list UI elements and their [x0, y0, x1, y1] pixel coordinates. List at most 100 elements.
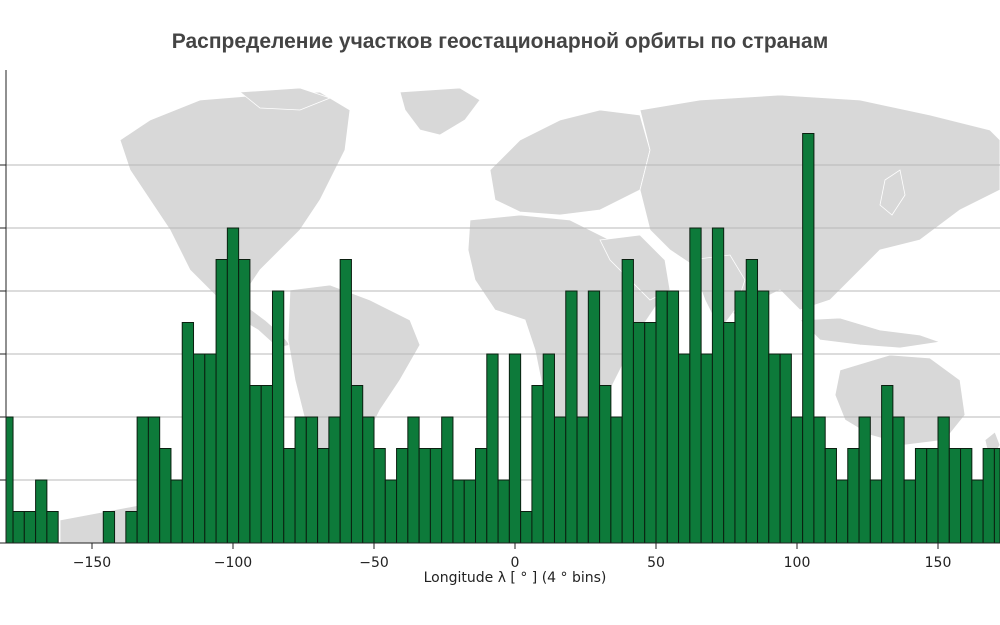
- bar: [587, 290, 601, 544]
- bar: [215, 259, 228, 544]
- bar: [136, 416, 149, 544]
- bar: [102, 511, 116, 544]
- bar: [463, 479, 477, 544]
- bar: [599, 385, 612, 544]
- bar: [520, 511, 533, 544]
- bar: [531, 385, 544, 544]
- bar: [283, 448, 296, 544]
- bar: [294, 416, 307, 544]
- bar: [204, 353, 217, 544]
- bar: [350, 385, 364, 544]
- bar: [700, 353, 713, 544]
- x-tick-label: 100: [784, 555, 811, 571]
- bar: [553, 416, 567, 544]
- bar: [193, 353, 206, 544]
- bar: [159, 448, 172, 544]
- bar: [644, 322, 657, 544]
- bar: [678, 353, 691, 544]
- map-japan: [879, 169, 906, 216]
- bar: [542, 353, 555, 544]
- map-arctic-islands: [238, 87, 332, 111]
- bar: [869, 479, 883, 544]
- bar: [373, 448, 386, 544]
- bar: [508, 353, 522, 544]
- bar: [723, 322, 736, 544]
- bar: [441, 416, 454, 544]
- bar: [937, 416, 950, 544]
- bar: [238, 259, 251, 544]
- bar: [993, 448, 1000, 544]
- x-axis-ticks: −150 −100 −50 0 50 100 150: [0, 70, 951, 571]
- bar: [881, 385, 894, 544]
- bar: [734, 290, 747, 544]
- bar: [948, 448, 962, 544]
- bar: [689, 227, 702, 544]
- x-tick-label: 150: [925, 555, 952, 571]
- bar: [475, 448, 488, 544]
- bar: [565, 290, 578, 544]
- bar: [903, 479, 916, 544]
- bar: [666, 290, 680, 544]
- bar: [181, 322, 195, 544]
- bar: [892, 416, 905, 544]
- bar: [125, 511, 138, 544]
- map-indonesia: [799, 317, 941, 349]
- bar: [790, 416, 804, 544]
- bar: [835, 479, 849, 544]
- bar: [745, 259, 759, 544]
- bar: [249, 385, 262, 544]
- map-greenland: [399, 87, 481, 136]
- bar: [982, 448, 995, 544]
- bar: [429, 448, 443, 544]
- bar: [46, 511, 59, 544]
- bar: [858, 416, 871, 544]
- bar: [260, 385, 273, 544]
- bar: [914, 448, 928, 544]
- bar: [610, 416, 623, 544]
- x-tick-label: −100: [214, 555, 252, 571]
- bar: [711, 227, 725, 544]
- bar: [339, 259, 352, 544]
- bar: [35, 479, 48, 544]
- chart-title: Распределение участков геостационарной о…: [171, 30, 829, 53]
- bar: [317, 448, 330, 544]
- bar: [813, 416, 826, 544]
- bar: [779, 353, 792, 544]
- map-europe: [489, 109, 651, 216]
- bar: [655, 290, 668, 544]
- bar: [486, 353, 499, 544]
- bar: [971, 479, 984, 544]
- bar: [328, 416, 341, 544]
- bar: [12, 511, 25, 544]
- bar: [170, 479, 183, 544]
- x-tick-label: 0: [511, 555, 520, 571]
- bar: [305, 416, 319, 544]
- x-tick-label: −50: [359, 555, 389, 571]
- bar: [396, 448, 409, 544]
- bar: [802, 133, 815, 544]
- bar: [384, 479, 398, 544]
- x-tick-label: 50: [647, 555, 665, 571]
- bar: [847, 448, 860, 544]
- bar: [271, 290, 285, 544]
- bar: [621, 259, 634, 544]
- bar: [226, 227, 240, 544]
- bar: [632, 322, 646, 544]
- bar: [926, 448, 939, 544]
- bar: [407, 416, 420, 544]
- bar: [5, 416, 14, 544]
- x-tick-label: −150: [73, 555, 111, 571]
- bar-series: [5, 133, 1000, 544]
- x-axis-label: Longitude λ [ ° ] (4 ° bins): [423, 570, 607, 586]
- bar: [362, 416, 375, 544]
- bar: [576, 416, 589, 544]
- bar: [960, 448, 973, 544]
- bar: [452, 479, 465, 544]
- bar: [824, 448, 837, 544]
- bar: [23, 511, 37, 544]
- bar: [147, 416, 161, 544]
- bar: [418, 448, 431, 544]
- bar: [757, 290, 770, 544]
- bar: [768, 353, 781, 544]
